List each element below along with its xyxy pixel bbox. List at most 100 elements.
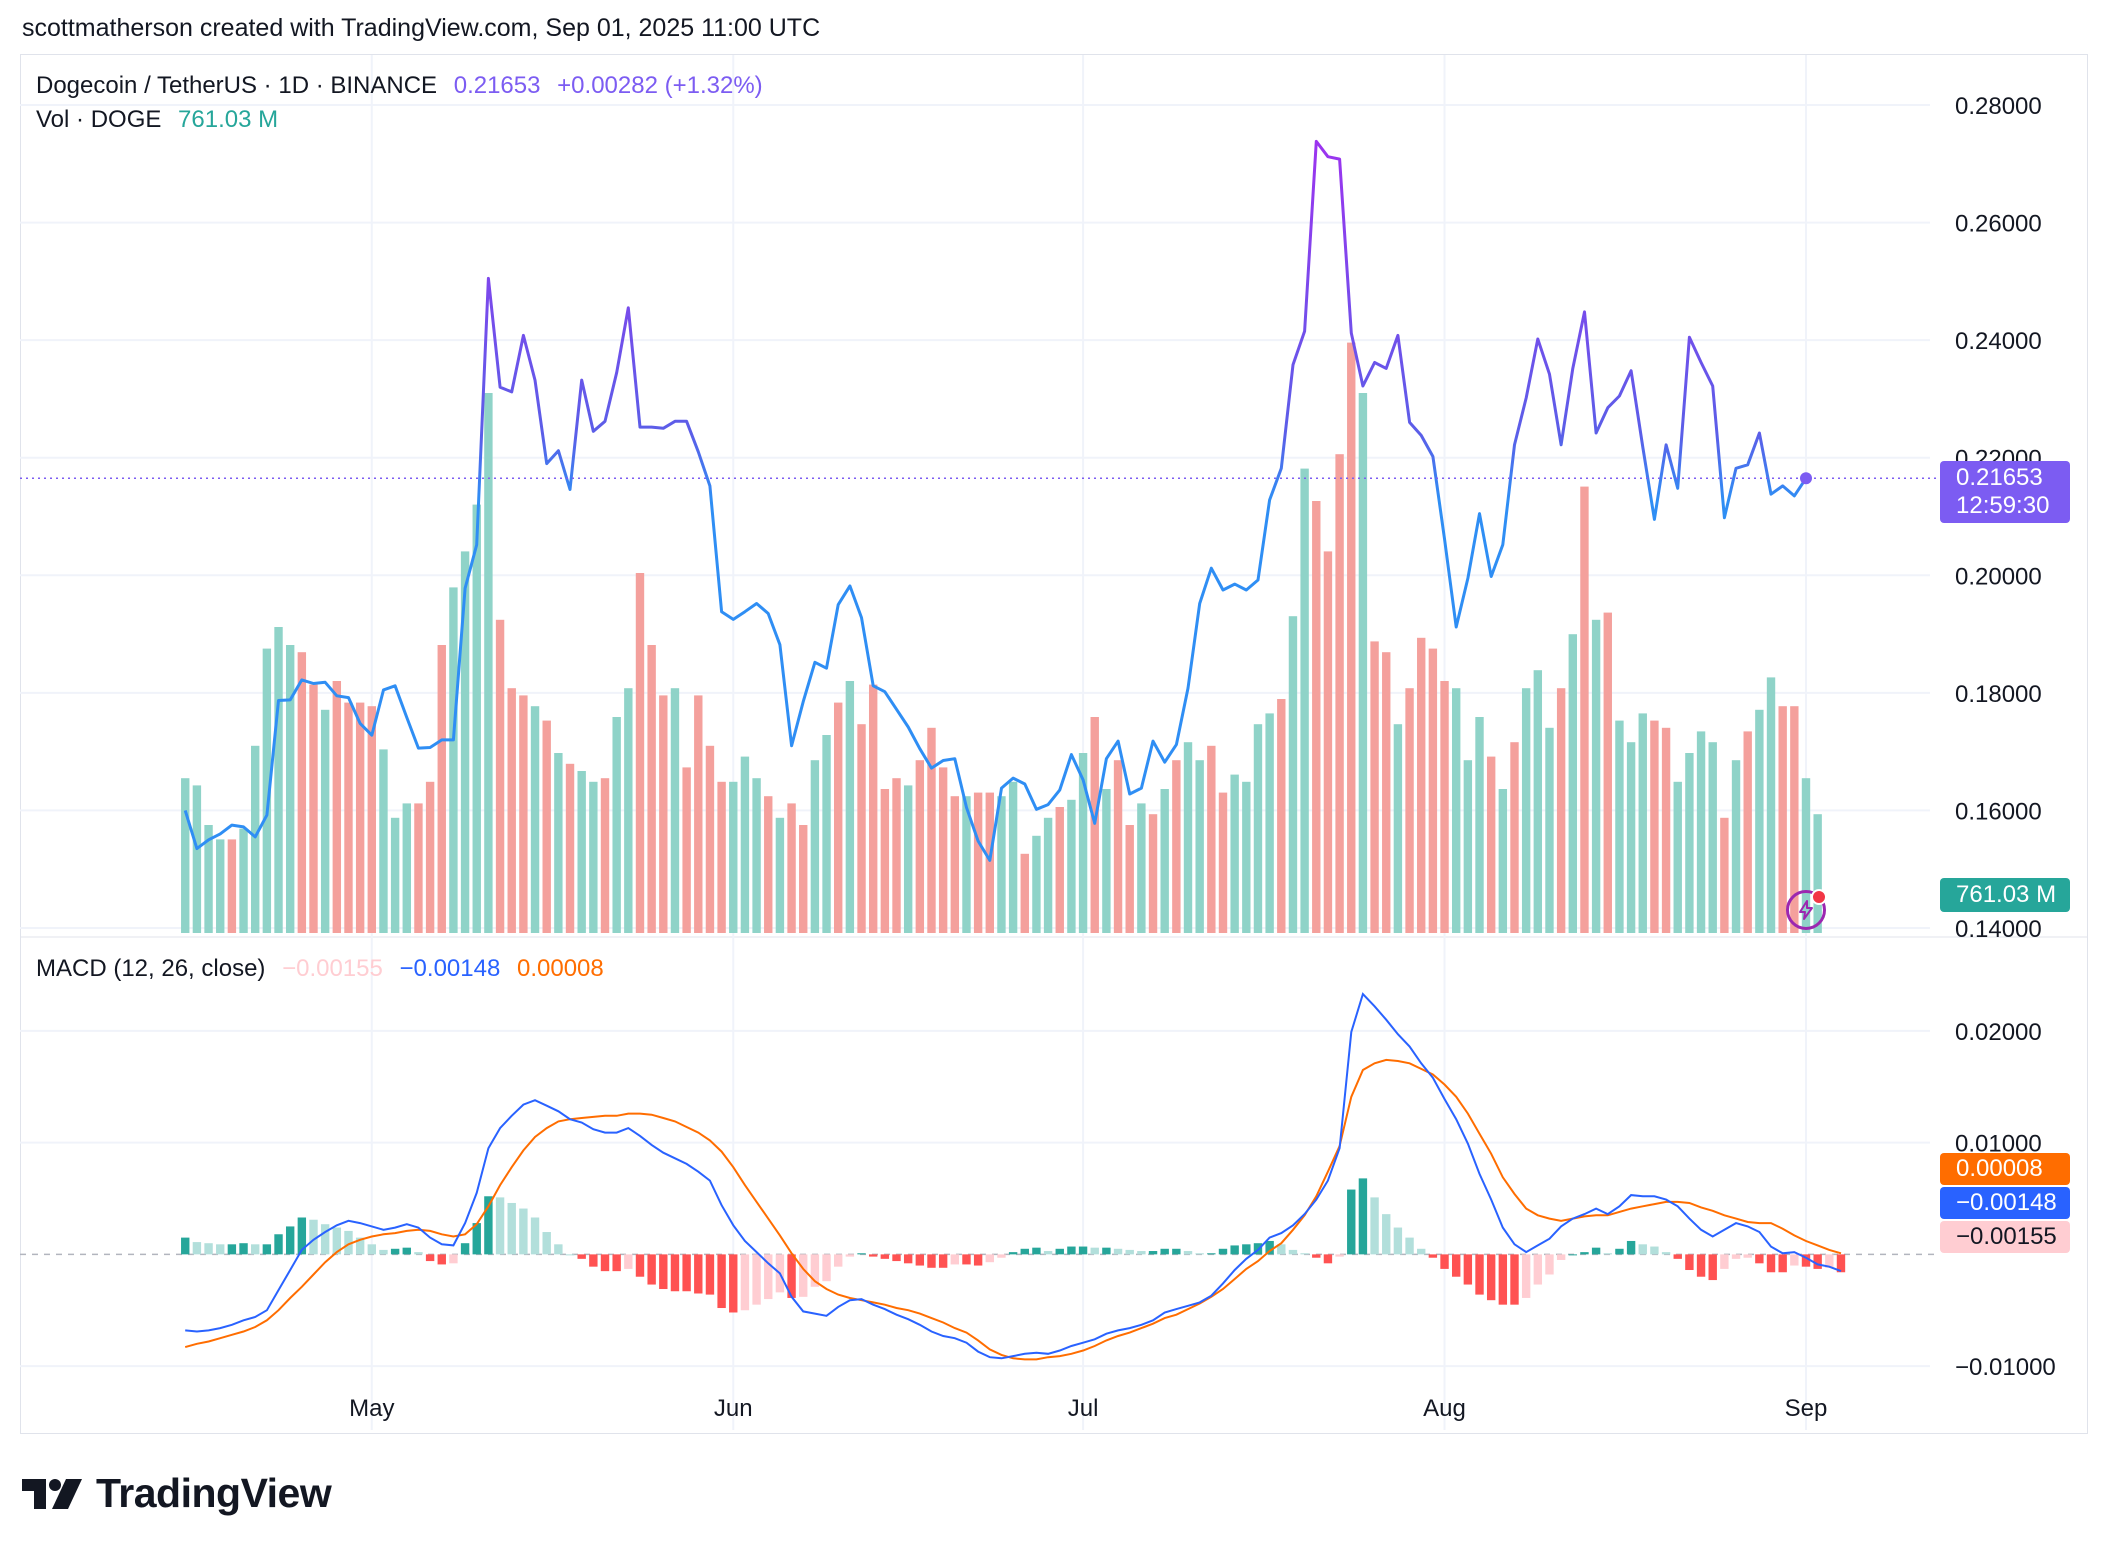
macd-histogram-bar: [1230, 1245, 1239, 1255]
macd-legend[interactable]: MACD (12, 26, close) −0.00155 −0.00148 0…: [36, 955, 614, 983]
grid: [20, 55, 2088, 1430]
macd-histogram-bar: [449, 1254, 458, 1264]
volume-bar: [1615, 720, 1624, 933]
macd-histogram-bar: [460, 1243, 470, 1255]
volume-bar: [938, 767, 948, 933]
x-tick-label: Jul: [1068, 1395, 1099, 1422]
macd-histogram-bar: [1370, 1197, 1379, 1255]
volume-bar: [1253, 724, 1263, 933]
volume-bar: [927, 727, 936, 933]
macd-histogram-bar: [1417, 1248, 1426, 1255]
volume-bar: [1778, 706, 1787, 933]
volume-bar: [285, 645, 295, 933]
volume-bar: [740, 756, 750, 933]
macd-histogram-bar: [1218, 1248, 1228, 1255]
macd-histogram-bar: [1183, 1251, 1193, 1255]
macd-histogram-bar: [367, 1244, 377, 1255]
macd-histogram-bar: [670, 1254, 680, 1292]
macd-histogram-bar: [507, 1202, 516, 1255]
macd-histogram-bar: [1778, 1254, 1787, 1273]
volume-bar: [344, 702, 353, 933]
macd-histogram-bar: [1137, 1251, 1146, 1255]
macd-histogram-bar: [1382, 1214, 1391, 1255]
volume-bar: [1545, 727, 1554, 933]
macd-histogram-bar: [1277, 1244, 1286, 1255]
macd-histogram-bar: [1043, 1251, 1053, 1255]
last-price-marker: [1800, 472, 1812, 485]
volume-bar: [1638, 713, 1647, 933]
macd-histogram-bar: [1090, 1247, 1099, 1255]
macd-histogram-bar: [1556, 1254, 1566, 1260]
volume-bar: [1323, 551, 1333, 933]
volume-bar: [612, 717, 621, 933]
macd-label: MACD (12, 26, close): [36, 955, 266, 982]
volume-bar: [1347, 342, 1356, 934]
price-tick-label: 0.20000: [1955, 563, 2042, 590]
macd-histogram-bar: [239, 1243, 248, 1255]
volume-bar: [1043, 817, 1053, 933]
volume-bar: [729, 781, 738, 933]
macd-histogram-bar: [868, 1254, 878, 1257]
volume-bar: [519, 695, 528, 933]
macd-histogram-bar: [204, 1243, 213, 1255]
price-tick-label: 0.24000: [1955, 328, 2042, 355]
volume-bar: [181, 778, 190, 933]
tradingview-logo[interactable]: TradingView: [22, 1470, 332, 1517]
volume-bar: [460, 551, 470, 933]
macd-histogram-bar: [1475, 1254, 1484, 1295]
volume-bar: [1148, 814, 1158, 933]
symbol-legend[interactable]: Dogecoin / TetherUS · 1D · BINANCE 0.216…: [36, 72, 773, 100]
volume-bar: [1673, 781, 1682, 933]
volume-bar: [857, 724, 866, 933]
macd-histogram-bar: [1743, 1254, 1752, 1258]
volume-bar: [1650, 720, 1659, 933]
volume-bar: [542, 720, 551, 933]
macd-histogram-bar: [1125, 1249, 1134, 1255]
volume-bar: [1755, 709, 1764, 933]
macd-histogram-bar: [1078, 1246, 1088, 1255]
macd-histogram-bar: [495, 1197, 505, 1255]
price-change-value: +0.00282 (+1.32%): [557, 72, 763, 99]
volume-bar: [309, 684, 318, 933]
volume-bar: [1288, 616, 1298, 933]
tradingview-logo-text: TradingView: [96, 1470, 332, 1516]
macd-histogram-bar: [1207, 1253, 1216, 1255]
volume-bar: [379, 749, 388, 933]
symbol-name[interactable]: Dogecoin / TetherUS · 1D · BINANCE: [36, 72, 438, 99]
macd-histogram-bar: [542, 1232, 551, 1255]
macd-histogram-bar: [1172, 1248, 1181, 1255]
volume-bar: [297, 652, 307, 933]
volume-bar: [915, 760, 925, 933]
macd-histogram-bar: [1521, 1254, 1531, 1298]
macd-histogram-bar: [402, 1247, 411, 1255]
macd-histogram-bar: [309, 1219, 318, 1255]
volume-bar: [1743, 731, 1752, 933]
macd-histogram-bar: [1685, 1254, 1694, 1271]
macd-histogram-bar: [1428, 1254, 1438, 1258]
volume-bar: [1813, 814, 1822, 933]
macd-histogram-bar: [799, 1254, 808, 1297]
macd-histogram-bar: [950, 1254, 960, 1265]
volume-bar: [274, 627, 283, 933]
volume-bar: [589, 781, 598, 933]
countdown-value: 12:59:30: [1956, 492, 2050, 519]
volume-bar: [1393, 724, 1403, 933]
macd-histogram-bar: [880, 1254, 890, 1259]
macd-histogram-bar: [915, 1254, 925, 1266]
macd-histogram-bar: [519, 1208, 528, 1255]
signal-tag: 0.00008: [1940, 1153, 2070, 1185]
volume-bar: [705, 745, 715, 933]
macd-histogram-bar: [554, 1244, 563, 1255]
alert-icon[interactable]: [1786, 889, 1827, 930]
volume-legend[interactable]: Vol · DOGE 761.03 M: [36, 106, 288, 134]
macd-histogram-bar: [612, 1254, 621, 1272]
volume-value: 761.03 M: [178, 106, 279, 133]
volume-bar: [239, 828, 248, 933]
volume-bar: [1475, 717, 1484, 933]
macd-histogram-bar: [285, 1226, 295, 1255]
volume-bar: [1626, 742, 1636, 933]
price-series-line: [183, 139, 1808, 862]
macd-histogram-bar: [1720, 1254, 1729, 1269]
macd-histogram-bar: [1265, 1240, 1274, 1255]
